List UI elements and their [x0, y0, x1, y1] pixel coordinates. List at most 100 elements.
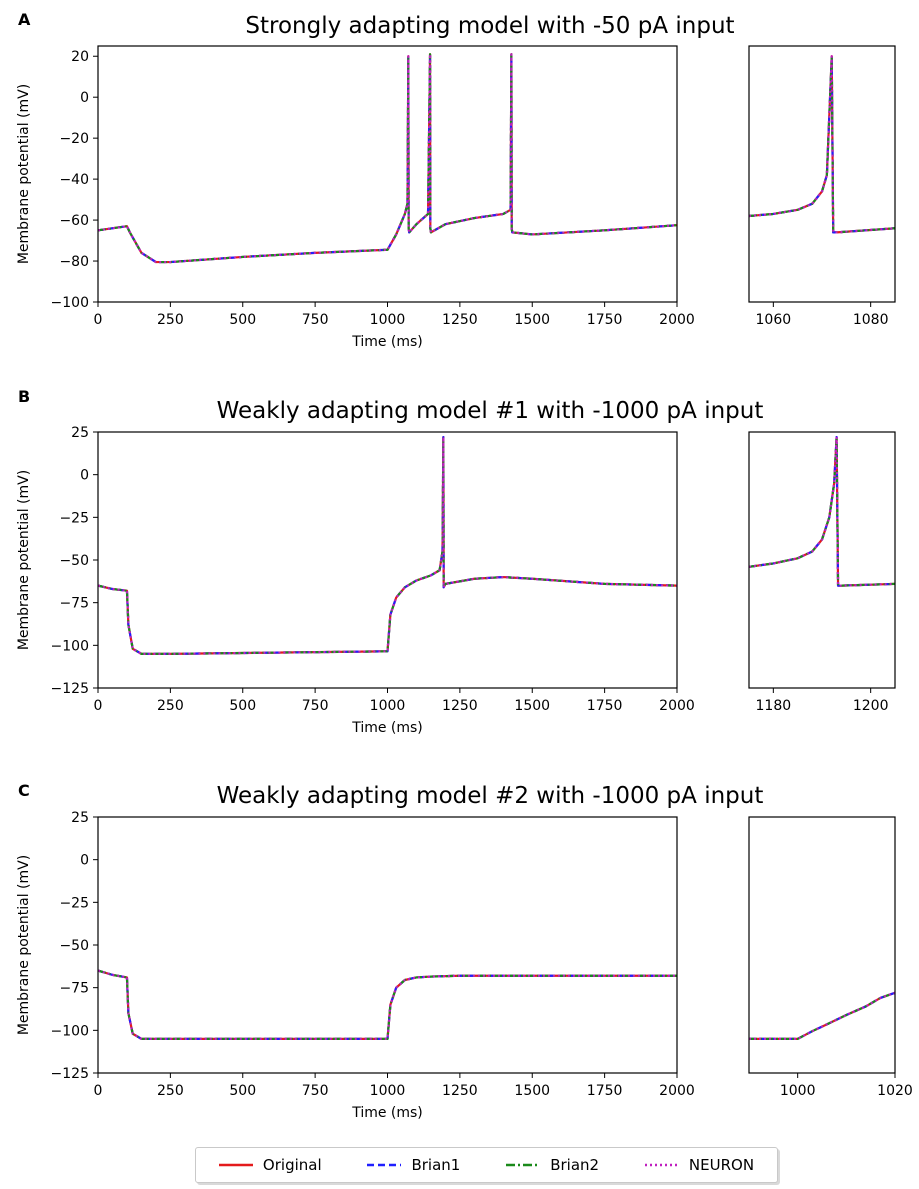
x-tick-label: 1750: [587, 312, 623, 328]
y-tick-label: −80: [59, 254, 89, 270]
legend: Original Brian1 Brian2 NEURON: [195, 1147, 778, 1183]
legend-label-brian2: Brian2: [550, 1156, 600, 1174]
x-tick-label: 1500: [514, 312, 550, 328]
x-tick-label: 0: [94, 1083, 103, 1099]
zoom-trace-neuron: [749, 436, 895, 587]
x-tick-label: 1500: [514, 1083, 550, 1099]
x-axis-label: Time (ms): [351, 334, 423, 350]
plot-frame: [97, 431, 678, 689]
x-tick-label: 750: [302, 312, 329, 328]
y-axis-label: Membrane potential (mV): [16, 470, 32, 650]
x-tick-label: 1750: [587, 1083, 623, 1099]
y-tick-label: −25: [59, 895, 89, 911]
zoom-x-tick-label: 1200: [853, 698, 889, 714]
trace-neuron: [98, 436, 677, 655]
x-tick-label: 500: [229, 312, 256, 328]
trace-original: [98, 436, 677, 655]
zoom-trace-neuron: [749, 55, 895, 234]
legend-item-brian2: Brian2: [506, 1156, 599, 1174]
x-tick-label: 750: [302, 1083, 329, 1099]
panel-title: Strongly adapting model with -50 pA inpu…: [245, 13, 734, 39]
y-tick-label: −60: [59, 213, 89, 229]
x-tick-label: 0: [94, 698, 103, 714]
legend-item-neuron: NEURON: [644, 1156, 755, 1174]
x-tick-label: 250: [157, 1083, 184, 1099]
x-axis-label: Time (ms): [351, 720, 423, 736]
zoom-trace-brian2: [749, 55, 895, 234]
panel-letter: A: [18, 10, 31, 29]
x-tick-label: 250: [157, 698, 184, 714]
y-axis-label: Membrane potential (mV): [16, 855, 32, 1035]
plot-frame: [97, 816, 678, 1074]
legend-item-brian1: Brian1: [367, 1156, 460, 1174]
panel-title: Weakly adapting model #2 with -1000 pA i…: [217, 783, 764, 809]
y-tick-label: −125: [51, 681, 89, 697]
x-tick-label: 1250: [442, 312, 478, 328]
y-tick-label: −125: [51, 1066, 89, 1082]
legend-swatch-brian2: [506, 1163, 541, 1167]
legend-swatch-original: [218, 1163, 253, 1167]
legend-swatch-brian1: [367, 1163, 402, 1167]
zoom-plot-frame: [748, 45, 896, 303]
zoom-x-tick-label: 1060: [756, 312, 792, 328]
x-tick-label: 1000: [370, 698, 406, 714]
legend-label-brian1: Brian1: [411, 1156, 461, 1174]
x-axis-label: Time (ms): [351, 1105, 423, 1121]
zoom-x-tick-label: 1000: [780, 1083, 816, 1099]
legend-label-neuron: NEURON: [688, 1156, 755, 1174]
zoom-plot-frame: [748, 431, 896, 689]
legend-swatch-neuron: [644, 1163, 679, 1167]
panel-letter: C: [18, 781, 30, 800]
zoom-x-tick-label: 1180: [756, 698, 792, 714]
trace-brian2: [98, 53, 677, 264]
y-tick-label: −100: [51, 1023, 89, 1039]
y-tick-label: 0: [80, 90, 89, 106]
x-tick-label: 1500: [514, 698, 550, 714]
trace-brian1: [98, 436, 677, 655]
zoom-x-tick-label: 1080: [853, 312, 889, 328]
zoom-trace-neuron: [749, 991, 895, 1040]
x-tick-label: 250: [157, 312, 184, 328]
x-tick-label: 1250: [442, 698, 478, 714]
y-tick-label: 0: [80, 853, 89, 869]
y-tick-label: −50: [59, 553, 89, 569]
x-tick-label: 500: [229, 1083, 256, 1099]
panel-letter: B: [18, 387, 30, 406]
y-tick-label: −100: [51, 638, 89, 654]
x-tick-label: 2000: [659, 312, 695, 328]
x-tick-label: 1000: [370, 312, 406, 328]
trace-neuron: [98, 53, 677, 264]
y-tick-label: −40: [59, 172, 89, 188]
x-tick-label: 1250: [442, 1083, 478, 1099]
legend-label-original: Original: [262, 1156, 322, 1174]
y-tick-label: −20: [59, 131, 89, 147]
x-tick-label: 1750: [587, 698, 623, 714]
y-tick-label: 0: [80, 468, 89, 484]
zoom-trace-brian1: [749, 991, 895, 1040]
x-tick-label: 500: [229, 698, 256, 714]
zoom-x-tick-label: 1020: [877, 1083, 913, 1099]
trace-brian2: [98, 436, 677, 655]
y-tick-label: 25: [71, 425, 89, 441]
y-tick-label: −75: [59, 596, 89, 612]
zoom-trace-brian1: [749, 55, 895, 234]
y-tick-label: 20: [71, 49, 89, 65]
zoom-trace-brian2: [749, 436, 895, 587]
zoom-trace-original: [749, 55, 895, 234]
x-tick-label: 750: [302, 698, 329, 714]
zoom-trace-brian2: [749, 991, 895, 1040]
trace-neuron: [98, 969, 677, 1040]
y-tick-label: −50: [59, 938, 89, 954]
y-tick-label: −100: [51, 295, 89, 311]
x-tick-label: 0: [94, 312, 103, 328]
panel-title: Weakly adapting model #1 with -1000 pA i…: [217, 398, 764, 424]
zoom-plot-frame: [748, 816, 896, 1074]
y-tick-label: −75: [59, 981, 89, 997]
plot-frame: [97, 45, 678, 303]
zoom-trace-original: [749, 991, 895, 1040]
y-tick-label: 25: [71, 810, 89, 826]
x-tick-label: 1000: [370, 1083, 406, 1099]
trace-brian2: [98, 969, 677, 1040]
y-axis-label: Membrane potential (mV): [16, 84, 32, 264]
y-tick-label: −25: [59, 510, 89, 526]
